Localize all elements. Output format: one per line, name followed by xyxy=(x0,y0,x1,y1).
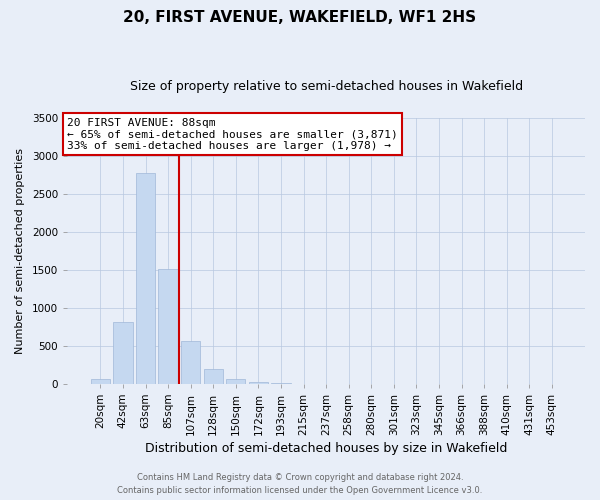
Y-axis label: Number of semi-detached properties: Number of semi-detached properties xyxy=(15,148,25,354)
Text: 20, FIRST AVENUE, WAKEFIELD, WF1 2HS: 20, FIRST AVENUE, WAKEFIELD, WF1 2HS xyxy=(124,10,476,25)
Text: Contains HM Land Registry data © Crown copyright and database right 2024.
Contai: Contains HM Land Registry data © Crown c… xyxy=(118,474,482,495)
Bar xyxy=(91,379,110,384)
Bar xyxy=(158,269,178,384)
Bar xyxy=(203,370,223,384)
Text: 20 FIRST AVENUE: 88sqm
← 65% of semi-detached houses are smaller (3,871)
33% of : 20 FIRST AVENUE: 88sqm ← 65% of semi-det… xyxy=(67,118,398,151)
Bar xyxy=(113,322,133,384)
Bar xyxy=(226,380,245,384)
Bar xyxy=(271,383,290,384)
Bar xyxy=(181,342,200,384)
Bar xyxy=(249,382,268,384)
X-axis label: Distribution of semi-detached houses by size in Wakefield: Distribution of semi-detached houses by … xyxy=(145,442,507,455)
Bar xyxy=(136,172,155,384)
Title: Size of property relative to semi-detached houses in Wakefield: Size of property relative to semi-detach… xyxy=(130,80,523,93)
